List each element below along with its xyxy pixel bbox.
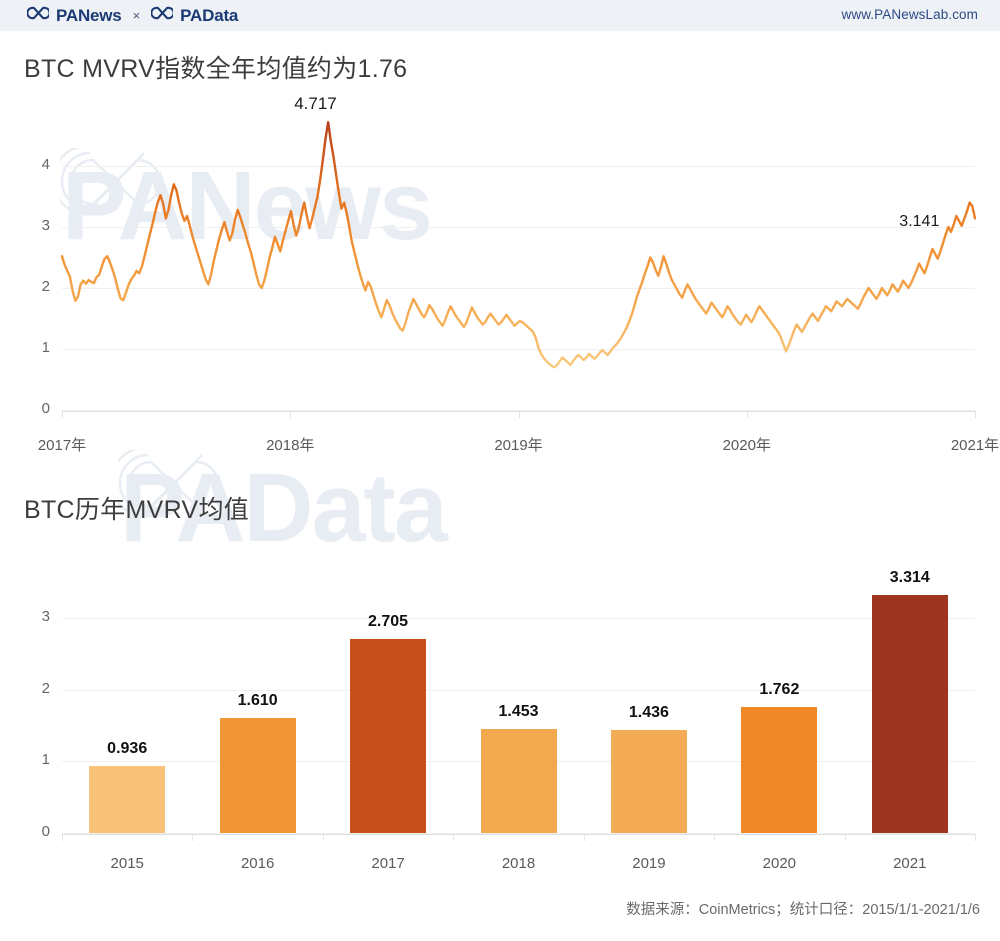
y-axis-tick-label: 1 [41, 751, 50, 769]
x-axis-tick-mark [975, 834, 976, 841]
bar[interactable] [480, 728, 557, 833]
x-axis-tick-mark [453, 834, 455, 841]
x-axis-tick-mark [975, 411, 976, 418]
y-axis-tick-label: 0 [41, 823, 50, 840]
line-chart-plot [60, 121, 977, 369]
bar-value-label: 3.314 [889, 569, 930, 587]
page-header: PANews × PAData www.PANewsLab.com [0, 0, 1000, 31]
bar-value-label: 0.936 [107, 739, 148, 757]
line-chart: 0 1 2 3 4 4.717 3.141 2017年 2018年 2019年 2020年 20… [0, 94, 1000, 460]
bar-value-label: 2.705 [368, 613, 409, 631]
x-axis-tick-label: 2015 [110, 855, 144, 872]
bar-chart-title: BTC历年MVRV均值 [24, 496, 250, 524]
y-axis-tick-label: 1 [41, 339, 50, 356]
x-axis-tick-mark [62, 411, 63, 418]
y-axis-tick-label: 0 [41, 400, 50, 417]
x-axis-tick-label: 2019年 [494, 437, 543, 454]
data-source-note: 数据来源：CoinMetrics；统计口径：2015/1/1-2021/1/6 [626, 902, 980, 918]
bar[interactable] [350, 639, 427, 833]
bar[interactable] [89, 765, 166, 833]
x-axis-tick-mark [518, 411, 520, 418]
bar-value-label: 1.453 [498, 702, 539, 720]
y-axis-tick-label: 3 [41, 608, 50, 625]
mvrv-line-series [60, 121, 977, 369]
infinity-loop-icon-secondary [150, 6, 175, 26]
gridline [62, 349, 975, 350]
bar-value-label: 1.436 [628, 704, 669, 722]
x-axis-tick-mark [322, 834, 324, 841]
x-axis-tick-label: 2018 [501, 855, 536, 872]
y-axis-tick-label: 4 [41, 156, 50, 173]
x-axis-tick-mark [844, 834, 846, 841]
gridline [62, 166, 975, 167]
x-axis-tick-label: 2020 [762, 855, 797, 872]
bar[interactable] [871, 595, 948, 833]
bar-chart: 0 1 2 3 0.936 2015 1.610 2016 2.705 2017 1.453 201… [0, 545, 1000, 890]
x-axis-tick-mark [62, 834, 63, 841]
gridline [62, 410, 975, 411]
x-axis-tick-label: 2021 [893, 855, 927, 872]
x-axis-line [62, 834, 975, 835]
brand-separator: × [132, 8, 141, 23]
bar[interactable] [610, 730, 687, 833]
bar[interactable] [219, 717, 296, 833]
x-axis-tick-mark [746, 411, 748, 418]
bar-value-label: 1.610 [237, 691, 278, 709]
brand-panews-label: PANews [56, 5, 122, 25]
bar[interactable] [741, 706, 818, 833]
brand-lockup: PANews × PAData [26, 5, 239, 26]
gridline [62, 618, 975, 619]
site-url[interactable]: www.PANewsLab.com [841, 7, 978, 22]
x-axis-tick-mark [290, 411, 292, 418]
x-axis-tick-label: 2017年 [37, 437, 87, 454]
bar-value-label: 1.762 [759, 680, 800, 698]
x-axis-tick-label: 2020年 [722, 437, 771, 454]
y-axis-tick-label: 2 [41, 679, 50, 697]
peak-value-annotation: 4.717 [294, 94, 337, 114]
x-axis-tick-mark [192, 834, 194, 841]
y-axis-tick-label: 2 [41, 278, 50, 295]
x-axis-tick-mark [714, 834, 716, 841]
line-chart-title: BTC MVRV指数全年均值约为1.76 [24, 55, 408, 83]
brand-padata-label: PAData [180, 5, 239, 25]
x-axis-tick-label: 2017 [371, 855, 405, 872]
x-axis-tick-label: 2016 [240, 855, 275, 872]
end-value-annotation: 3.141 [899, 213, 940, 231]
x-axis-tick-label: 2018年 [266, 437, 315, 454]
gridline [62, 833, 975, 834]
gridline [62, 689, 975, 691]
x-axis-tick-mark [583, 834, 585, 841]
x-axis-tick-label: 2019 [632, 855, 666, 872]
y-axis-tick-label: 3 [41, 217, 50, 234]
x-axis-tick-label: 2021年 [950, 437, 1000, 454]
gridline [62, 288, 975, 289]
infinity-loop-icon [26, 6, 51, 26]
gridline [62, 227, 975, 228]
